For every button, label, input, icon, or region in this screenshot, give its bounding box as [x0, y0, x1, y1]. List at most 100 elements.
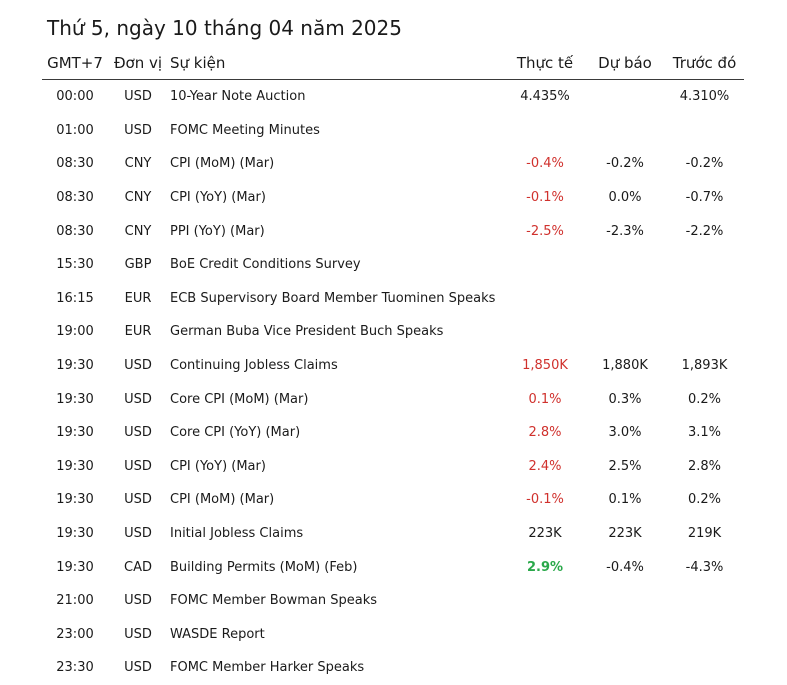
cell-event: ECB Supervisory Board Member Tuominen Sp… [170, 290, 496, 306]
cell-event: Building Permits (MoM) (Feb) [170, 559, 358, 575]
cell-currency: CNY [124, 223, 152, 239]
cell-actual: 4.435% [520, 89, 570, 105]
cell-event: Core CPI (YoY) (Mar) [170, 425, 301, 441]
cell-time: 19:30 [56, 559, 94, 575]
cell-forecast: 0.0% [608, 190, 642, 206]
cell-previous: 1,893K [681, 358, 728, 374]
cell-forecast [585, 584, 665, 618]
cell-time: 08:30 [56, 156, 94, 172]
table-body: 00:00 USD 10-Year Note Auction 4.435% 4.310%… [42, 80, 744, 685]
cell-previous: -4.3% [685, 559, 724, 575]
cell-event: Core CPI (MoM) (Mar) [170, 391, 309, 407]
cell-currency: CAD [124, 559, 152, 575]
cell-event: WASDE Report [170, 626, 265, 642]
cell-time: 19:30 [56, 526, 94, 542]
cell-actual: 2.8% [528, 425, 562, 441]
cell-currency: USD [124, 660, 152, 676]
cell-currency: CNY [124, 190, 152, 206]
cell-forecast [585, 618, 665, 652]
table-row: 19:30 USD CPI (MoM) (Mar) -0.1% 0.1% 0.2% [42, 483, 744, 517]
cell-time: 01:00 [56, 122, 94, 138]
cell-forecast: -2.3% [606, 223, 644, 239]
cell-forecast [585, 114, 665, 148]
header-currency: Đơn vị [108, 47, 168, 80]
cell-currency: USD [124, 458, 152, 474]
cell-event: Continuing Jobless Claims [170, 358, 338, 374]
cell-event: CPI (MoM) (Mar) [170, 156, 275, 172]
cell-forecast [585, 315, 665, 349]
cell-time: 23:00 [56, 626, 94, 642]
table-row: 23:00 USD WASDE Report [42, 618, 744, 652]
cell-time: 23:30 [56, 660, 94, 676]
cell-time: 15:30 [56, 257, 94, 273]
cell-time: 19:30 [56, 425, 94, 441]
cell-currency: EUR [124, 290, 152, 306]
cell-previous [665, 315, 744, 349]
header-forecast: Dự báo [585, 47, 665, 80]
cell-actual [505, 315, 585, 349]
cell-event: PPI (YoY) (Mar) [170, 223, 265, 239]
table-row: 19:30 USD Continuing Jobless Claims 1,850K 1… [42, 349, 744, 383]
table-row: 08:30 CNY PPI (YoY) (Mar) -2.5% -2.3% -2.2% [42, 214, 744, 248]
cell-forecast: -0.2% [606, 156, 644, 172]
cell-currency: CNY [124, 156, 152, 172]
cell-actual: -0.1% [526, 190, 564, 206]
cell-actual: -0.1% [526, 492, 564, 508]
cell-event: FOMC Meeting Minutes [170, 122, 320, 138]
cell-event: Initial Jobless Claims [170, 526, 304, 542]
cell-forecast: 3.0% [608, 425, 642, 441]
cell-currency: GBP [124, 257, 152, 273]
economic-calendar-table: GMT+7 Đơn vị Sự kiện Thực tế Dự báo Trướ… [42, 47, 744, 685]
cell-time: 08:30 [56, 223, 94, 239]
header-previous: Trước đó [665, 47, 744, 80]
cell-currency: USD [124, 391, 152, 407]
cell-previous: 0.2% [687, 391, 722, 407]
cell-actual [505, 584, 585, 618]
cell-forecast: 1,880K [602, 358, 648, 374]
cell-actual [505, 248, 585, 282]
cell-currency: USD [124, 492, 152, 508]
cell-time: 21:00 [56, 593, 94, 609]
cell-currency: USD [124, 89, 152, 105]
page-title: Thứ 5, ngày 10 tháng 04 năm 2025 [47, 16, 402, 40]
table-row: 19:30 CAD Building Permits (MoM) (Feb) 2.9%… [42, 550, 744, 584]
cell-previous [665, 618, 744, 652]
header-event: Sự kiện [168, 47, 505, 80]
cell-forecast [585, 651, 665, 685]
table-row: 15:30 GBP BoE Credit Conditions Survey [42, 248, 744, 282]
cell-time: 08:30 [56, 190, 94, 206]
table-row: 01:00 USD FOMC Meeting Minutes [42, 114, 744, 148]
cell-forecast [585, 248, 665, 282]
table-row: 19:30 USD Core CPI (YoY) (Mar) 2.8% 3.0% 3.1% [42, 416, 744, 450]
cell-actual: -2.5% [526, 223, 564, 239]
cell-previous [665, 282, 744, 316]
cell-previous: 219K [687, 526, 722, 542]
table-row: 19:30 USD Core CPI (MoM) (Mar) 0.1% 0.3% 0.2% [42, 382, 744, 416]
cell-event: FOMC Member Harker Speaks [170, 660, 365, 676]
cell-event: German Buba Vice President Buch Speaks [170, 324, 444, 340]
cell-actual: 223K [528, 526, 562, 542]
cell-previous [665, 114, 744, 148]
cell-time: 16:15 [56, 290, 94, 306]
cell-actual [505, 282, 585, 316]
cell-currency: EUR [124, 324, 152, 340]
cell-currency: USD [124, 626, 152, 642]
cell-actual [505, 114, 585, 148]
cell-currency: USD [124, 425, 152, 441]
cell-event: FOMC Member Bowman Speaks [170, 593, 378, 609]
cell-forecast: 0.1% [608, 492, 642, 508]
cell-time: 19:30 [56, 391, 94, 407]
cell-actual: 2.9% [526, 559, 564, 575]
cell-event: BoE Credit Conditions Survey [170, 257, 361, 273]
table-row: 16:15 EUR ECB Supervisory Board Member Tuo… [42, 282, 744, 316]
cell-previous [665, 584, 744, 618]
table-row: 08:30 CNY CPI (YoY) (Mar) -0.1% 0.0% -0.7% [42, 181, 744, 215]
table-header-row: GMT+7 Đơn vị Sự kiện Thực tế Dự báo Trướ… [42, 47, 744, 80]
cell-forecast: 0.3% [608, 391, 642, 407]
cell-forecast: 223K [608, 526, 642, 542]
cell-previous [665, 248, 744, 282]
cell-actual [505, 618, 585, 652]
cell-currency: USD [124, 593, 152, 609]
cell-forecast [585, 80, 665, 114]
